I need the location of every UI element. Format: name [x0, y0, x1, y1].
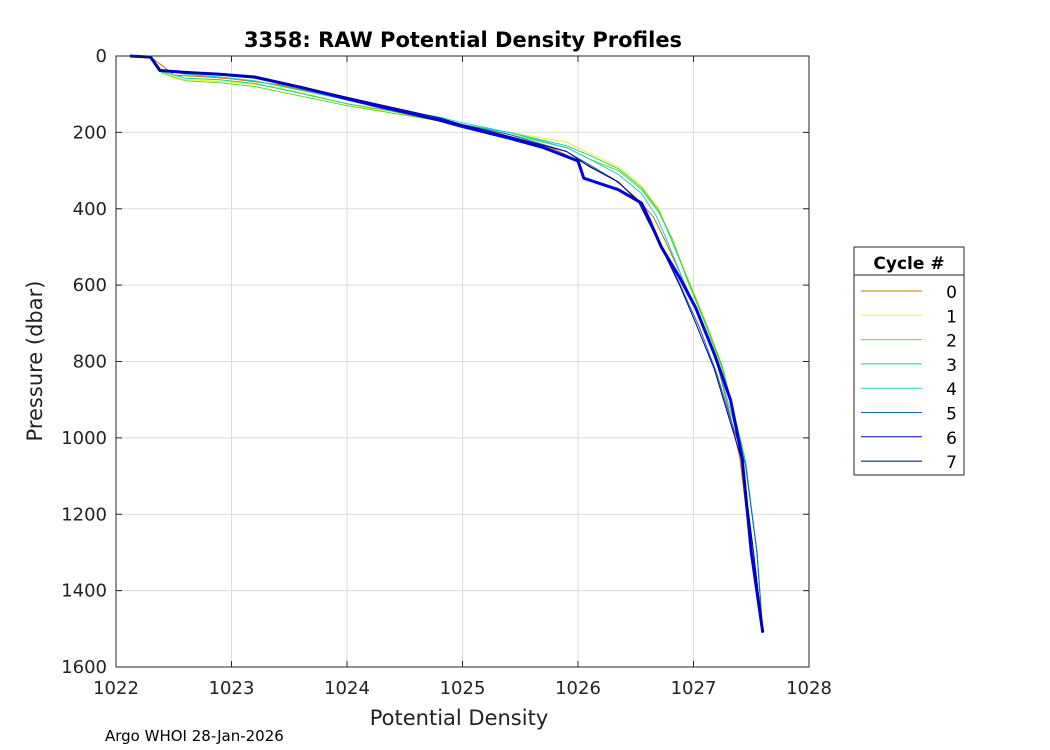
legend-label-7: 7 [946, 453, 957, 473]
x-ticks: 1022 1023 1024 1025 1026 1027 1028 [93, 56, 832, 699]
x-tick-label: 1023 [209, 678, 255, 699]
legend-label-5: 5 [946, 405, 957, 425]
x-tick-label: 1026 [555, 678, 601, 699]
x-tick-label: 1025 [440, 678, 486, 699]
series-line-3 [129, 55, 764, 633]
y-tick-label: 1400 [61, 581, 107, 602]
x-tick-label: 1027 [671, 678, 717, 699]
x-tick-label: 1028 [786, 678, 832, 699]
legend-label-4: 4 [946, 380, 957, 400]
legend-title: Cycle # [873, 254, 944, 274]
y-tick-label: 400 [73, 199, 107, 220]
y-tick-label: 1600 [61, 657, 107, 678]
legend-label-0: 0 [946, 283, 957, 303]
series-lines [129, 54, 765, 633]
y-tick-label: 1000 [61, 428, 107, 449]
y-axis-label: Pressure (dbar) [23, 281, 47, 442]
series-line-1 [129, 55, 764, 633]
legend-label-1: 1 [946, 307, 957, 327]
footer-text: Argo WHOI 28-Jan-2026 [105, 727, 284, 745]
y-tick-label: 1200 [61, 504, 107, 525]
series-line-6 [129, 54, 765, 633]
x-tick-label: 1022 [93, 678, 139, 699]
chart-title: 3358: RAW Potential Density Profiles [244, 28, 682, 52]
y-ticks: 0 200 400 600 800 1000 1200 1400 1600 [61, 46, 809, 678]
x-axis-label: Potential Density [370, 706, 549, 730]
legend: Cycle # 0 1 2 3 4 5 6 7 [853, 246, 965, 476]
y-tick-label: 0 [96, 46, 107, 67]
legend-label-3: 3 [946, 356, 957, 376]
y-tick-label: 600 [73, 275, 107, 296]
legend-label-2: 2 [946, 332, 957, 352]
legend-items: 0 1 2 3 4 5 6 7 [861, 283, 957, 473]
x-tick-label: 1024 [324, 678, 370, 699]
y-tick-label: 200 [73, 122, 107, 143]
legend-label-6: 6 [946, 429, 957, 449]
y-tick-label: 800 [73, 352, 107, 373]
series-line-7 [129, 55, 764, 633]
